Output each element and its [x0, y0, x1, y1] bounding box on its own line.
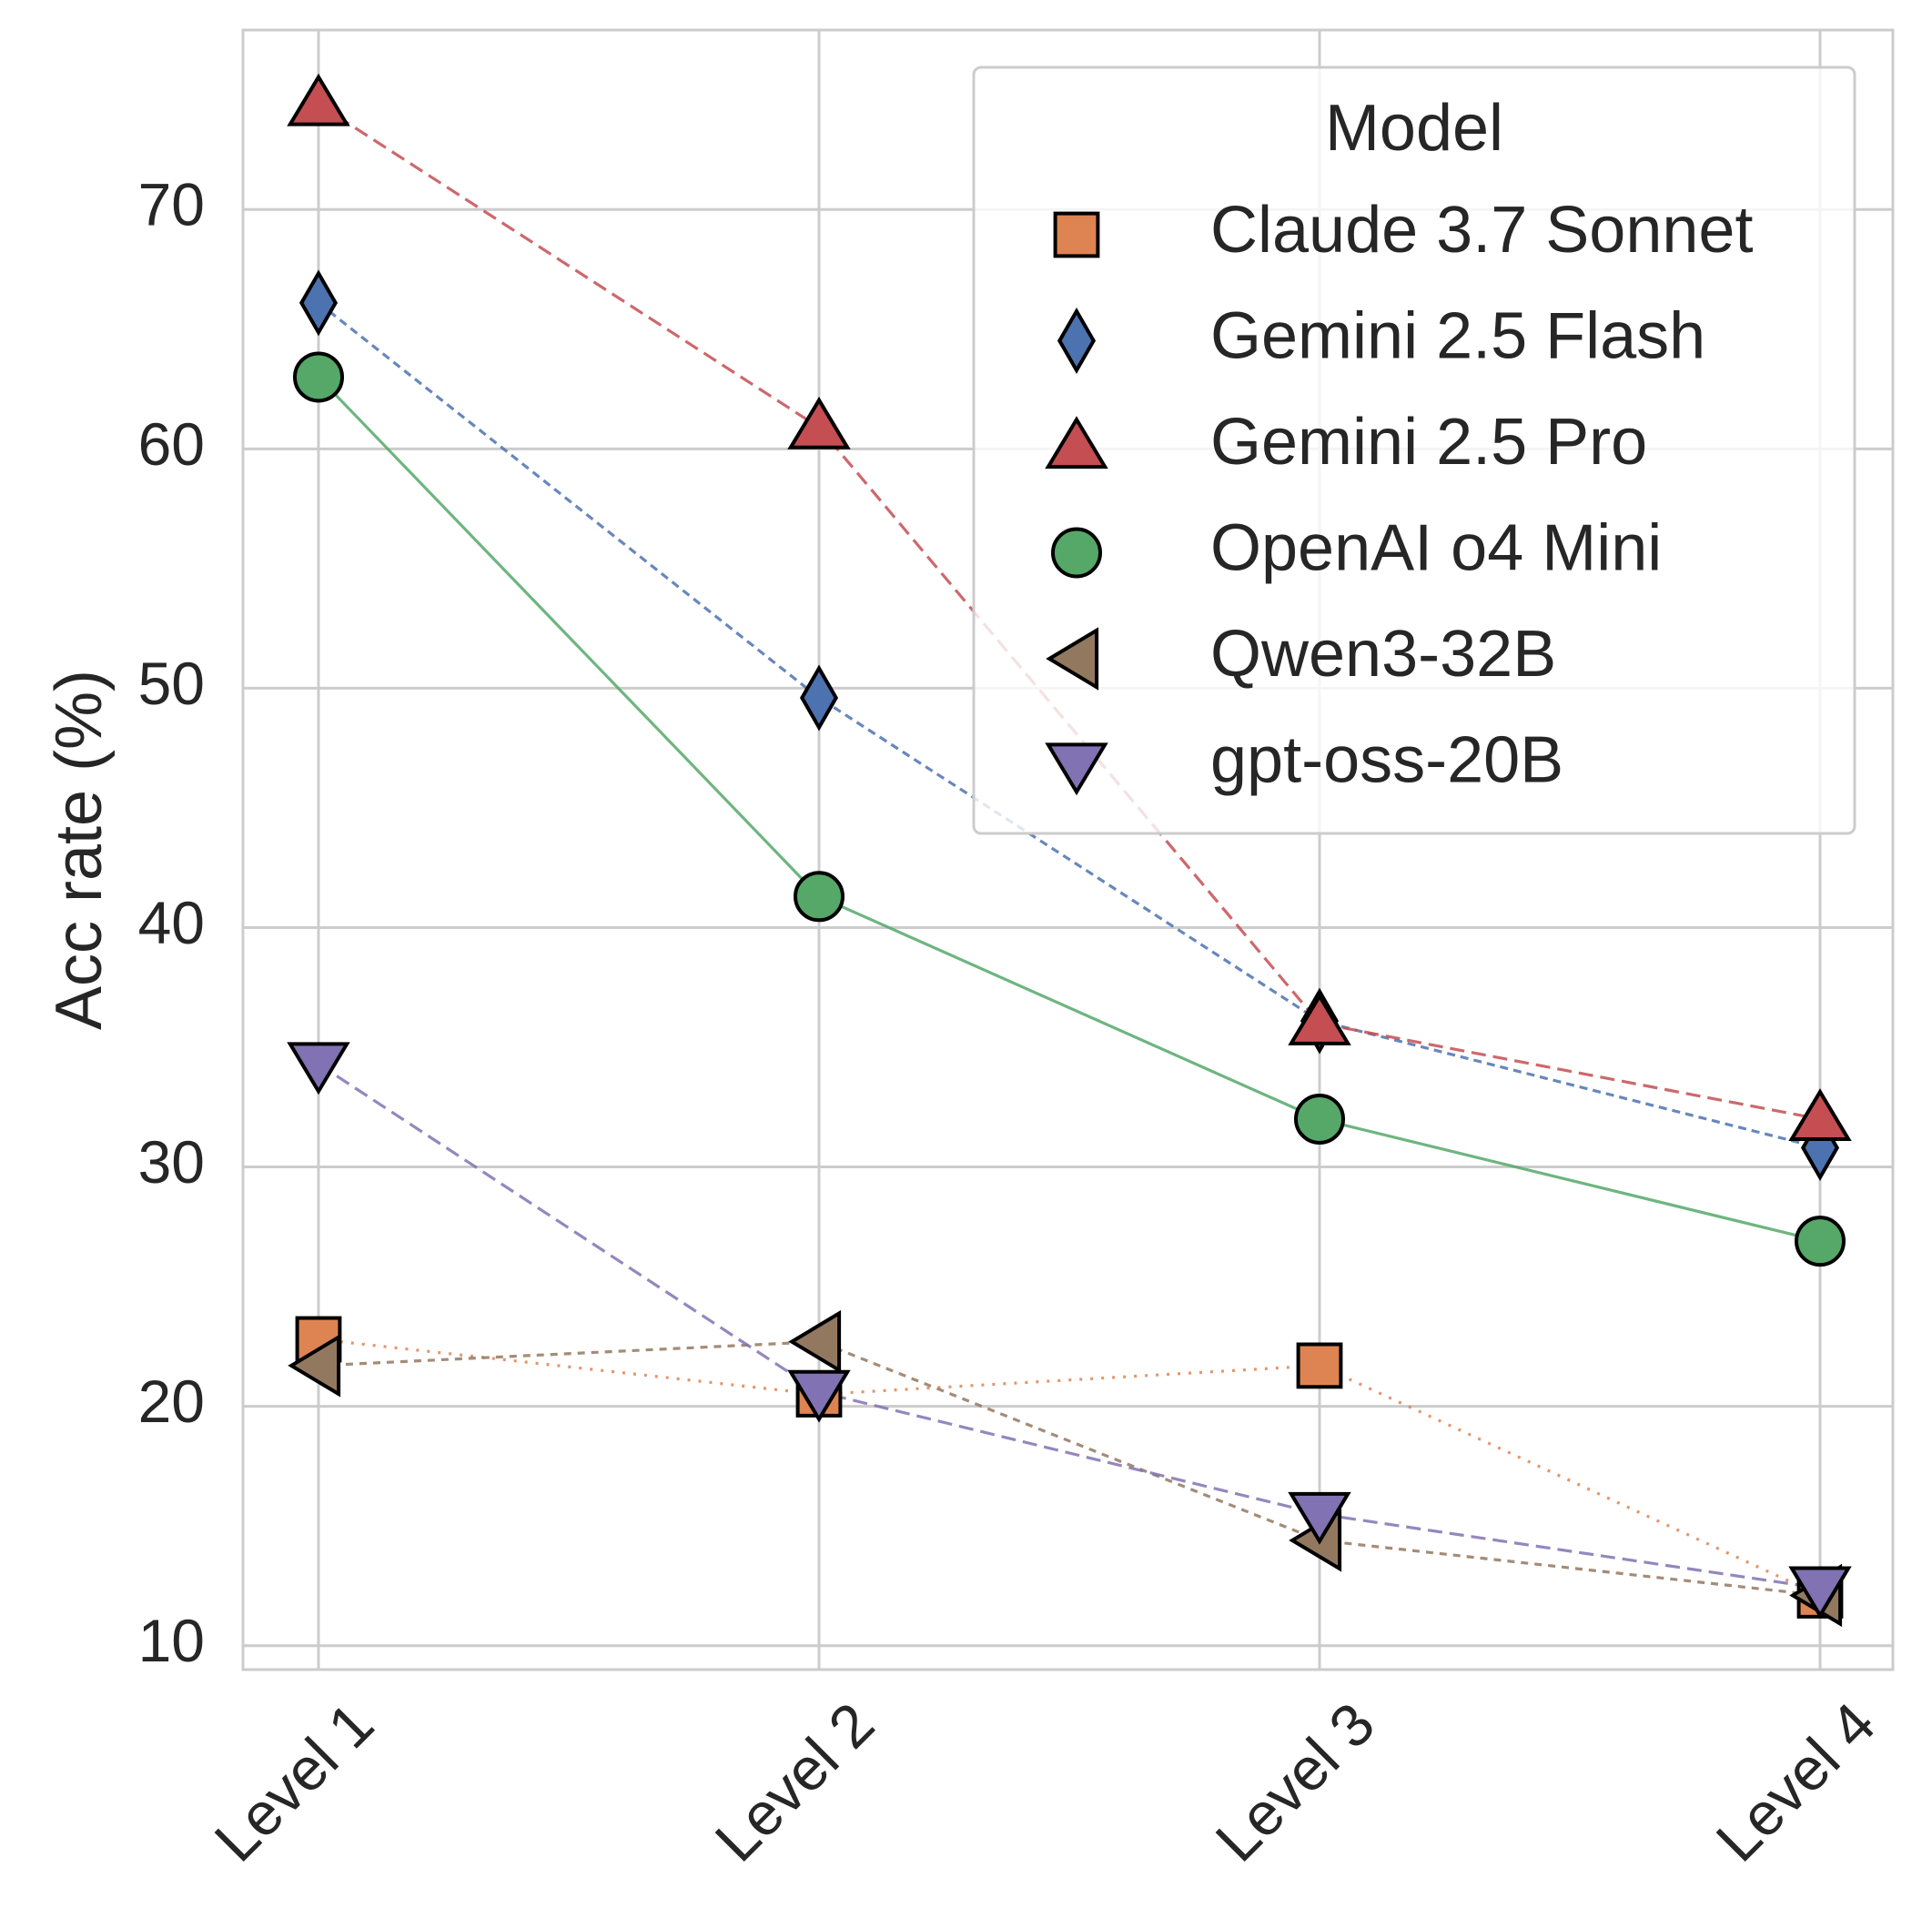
data-point-marker [287, 1042, 350, 1095]
legend-marker [1046, 627, 1099, 691]
legend-marker [1053, 211, 1100, 258]
y-tick-label: 20 [138, 1368, 205, 1435]
data-point-marker [288, 1334, 341, 1398]
data-point-marker [1788, 1088, 1852, 1142]
series-line [318, 1339, 1821, 1598]
series-line [317, 376, 1821, 1243]
data-point-marker [1288, 1491, 1351, 1545]
legend-label: Qwen3-32B [1210, 618, 1556, 691]
data-point-marker [794, 871, 845, 923]
y-tick-label: 60 [138, 410, 205, 478]
data-point-marker [1795, 1216, 1846, 1267]
data-point-marker [1294, 1093, 1345, 1145]
legend-marker [1057, 307, 1097, 375]
y-axis-label: Acc rate (%) [43, 670, 116, 1030]
legend-marker [1051, 527, 1102, 579]
x-tick-label: Level 1 [201, 1690, 386, 1874]
data-point-marker [298, 269, 339, 337]
data-point-marker [787, 1369, 851, 1423]
legend-label: gpt-oss-20B [1210, 724, 1563, 797]
legend: Model Claude 3.7 Sonnet Gemini 2.5 Flash G… [972, 66, 1856, 835]
data-point-marker [1296, 1342, 1343, 1389]
data-point-marker [787, 396, 851, 449]
x-tick-label: Level 4 [1703, 1690, 1887, 1874]
data-point-marker [293, 351, 344, 403]
data-point-marker [1288, 992, 1351, 1045]
x-tick-label: Level 2 [702, 1690, 886, 1874]
y-tick-label: 10 [138, 1607, 205, 1674]
x-axis-ticks: Level 1 Level 2 Level 3 Level 4 [201, 1690, 1887, 1874]
series-line [318, 301, 1821, 1150]
y-tick-label: 30 [138, 1128, 205, 1196]
y-axis-ticks: 10 20 30 40 50 60 70 [138, 171, 205, 1674]
series-line [318, 1063, 1821, 1590]
y-tick-label: 40 [138, 889, 205, 956]
data-point-marker [1788, 1566, 1852, 1620]
data-point-marker [788, 1309, 842, 1374]
series-markers [287, 73, 1852, 1628]
x-tick-label: Level 3 [1202, 1690, 1387, 1874]
legend-items: Claude 3.7 Sonnet Gemini 2.5 Flash Gemini … [1045, 194, 1753, 797]
legend-marker [1045, 416, 1108, 469]
legend-label: Gemini 2.5 Pro [1210, 406, 1647, 479]
series-line [318, 1337, 1821, 1597]
legend-marker [1045, 742, 1108, 796]
legend-label: Claude 3.7 Sonnet [1210, 194, 1753, 267]
data-point-marker [799, 664, 839, 732]
legend-title: Model [1325, 92, 1503, 165]
y-tick-label: 70 [138, 171, 205, 238]
legend-label: OpenAI o4 Mini [1210, 512, 1662, 585]
plot-frame [241, 28, 1895, 1671]
legend-frame [972, 66, 1856, 835]
data-point-marker [287, 73, 350, 126]
legend-label: Gemini 2.5 Flash [1210, 300, 1705, 373]
y-tick-label: 50 [138, 650, 205, 717]
